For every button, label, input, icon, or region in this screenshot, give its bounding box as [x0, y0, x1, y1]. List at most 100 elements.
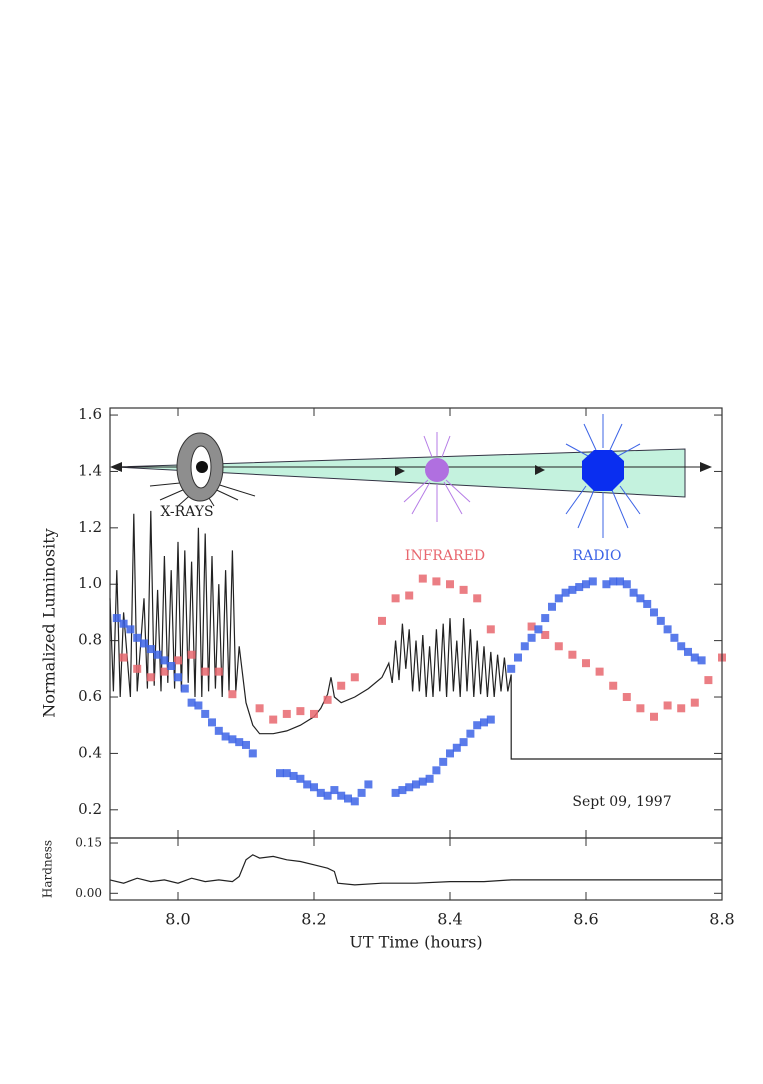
y-tick-label: 1.0: [78, 574, 102, 592]
data-point: [255, 704, 264, 713]
data-line: [109, 510, 722, 760]
data-point: [629, 588, 638, 597]
data-point: [180, 684, 189, 693]
data-point: [221, 732, 230, 741]
data-point: [459, 585, 468, 594]
data-point: [350, 673, 359, 682]
data-point: [160, 667, 169, 676]
data-point: [350, 797, 359, 806]
infrared-blob: [425, 458, 449, 482]
data-point: [588, 577, 597, 586]
data-point: [412, 780, 420, 789]
data-point: [337, 791, 346, 800]
data-point: [398, 786, 407, 795]
data-point: [194, 701, 203, 710]
data-point: [609, 577, 618, 586]
data-point: [554, 594, 563, 603]
radio-blob: [582, 450, 624, 491]
data-point: [582, 580, 590, 589]
data-point: [214, 667, 223, 676]
data-point: [378, 616, 386, 625]
data-point: [520, 642, 529, 651]
data-point: [289, 771, 298, 780]
plot-frame: [109, 837, 723, 901]
data-point: [446, 749, 454, 758]
data-point: [174, 656, 182, 665]
data-point: [650, 608, 658, 617]
data-point: [242, 740, 250, 749]
data-point: [323, 695, 332, 704]
data-point: [690, 653, 699, 662]
data-point: [459, 738, 468, 747]
data-point: [187, 650, 196, 659]
y-tick-label: 0.8: [78, 631, 102, 649]
data-point: [541, 614, 550, 623]
data-point: [697, 656, 706, 665]
data-point: [684, 647, 692, 656]
data-point: [418, 777, 427, 786]
data-point: [119, 619, 128, 628]
data-point: [541, 630, 550, 639]
data-point: [391, 788, 400, 797]
data-point: [112, 614, 121, 623]
data-point: [282, 769, 291, 778]
data-point: [466, 729, 475, 738]
data-point: [214, 726, 223, 735]
data-point: [643, 599, 652, 608]
data-point: [548, 602, 556, 611]
data-point: [174, 673, 182, 682]
data-point: [622, 693, 631, 702]
data-point: [228, 735, 237, 744]
data-point: [316, 788, 325, 797]
data-point: [677, 642, 686, 651]
data-point: [704, 676, 713, 685]
y-tick-label: 0.15: [75, 836, 102, 850]
data-point: [486, 715, 495, 724]
data-point: [663, 701, 672, 710]
data-point: [133, 664, 142, 673]
data-point: [119, 653, 128, 662]
data-point: [187, 698, 196, 707]
data-point: [146, 645, 155, 654]
data-point: [296, 774, 305, 783]
data-point: [595, 667, 604, 676]
data-point: [296, 707, 305, 716]
data-point: [656, 616, 665, 625]
data-point: [405, 591, 414, 600]
data-point: [269, 715, 278, 724]
data-point: [310, 783, 318, 792]
arrow-head: [535, 465, 545, 475]
data-point: [208, 718, 216, 727]
data-point: [310, 709, 318, 718]
data-point: [167, 662, 176, 670]
data-point: [480, 718, 488, 727]
arrow-head: [700, 462, 712, 472]
data-point: [235, 738, 244, 747]
data-point: [364, 780, 373, 789]
data-point: [344, 794, 352, 803]
data-point: [650, 712, 658, 721]
arrow-head: [395, 466, 405, 476]
data-point: [337, 681, 346, 690]
data-point: [303, 780, 312, 789]
data-point: [432, 577, 441, 586]
series-label: INFRARED: [405, 548, 485, 564]
data-point: [282, 709, 291, 718]
y-tick-label: 0.6: [78, 687, 102, 705]
y-tick-label: 1.6: [78, 405, 102, 423]
x-tick-label: 8.4: [437, 910, 462, 929]
data-point: [126, 625, 135, 634]
data-point: [452, 743, 461, 752]
data-point: [201, 709, 210, 718]
radio-rays: [565, 414, 641, 538]
diagram: [110, 414, 712, 538]
data-point: [146, 673, 155, 682]
data-point: [140, 639, 148, 648]
data-point: [160, 656, 169, 665]
data-point: [677, 704, 686, 713]
data-point: [228, 690, 237, 699]
data-point: [201, 667, 210, 676]
data-point: [609, 681, 618, 690]
data-point: [527, 622, 536, 631]
